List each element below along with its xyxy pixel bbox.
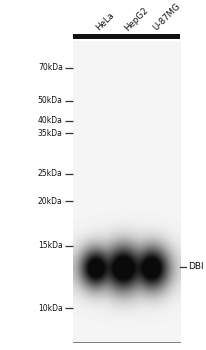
Text: 10kDa: 10kDa: [38, 303, 63, 313]
Text: DBI: DBI: [188, 262, 204, 271]
Text: 25kDa: 25kDa: [38, 169, 63, 178]
Text: 70kDa: 70kDa: [38, 63, 63, 72]
FancyBboxPatch shape: [73, 41, 180, 342]
Bar: [73, 34, 180, 39]
Text: 20kDa: 20kDa: [38, 197, 63, 206]
Text: 35kDa: 35kDa: [38, 129, 63, 138]
Text: 15kDa: 15kDa: [38, 241, 63, 251]
Text: U-87MG: U-87MG: [151, 2, 182, 33]
Text: HepG2: HepG2: [123, 5, 150, 33]
Text: 40kDa: 40kDa: [38, 117, 63, 126]
Text: 50kDa: 50kDa: [38, 96, 63, 105]
Text: HeLa: HeLa: [95, 11, 116, 33]
